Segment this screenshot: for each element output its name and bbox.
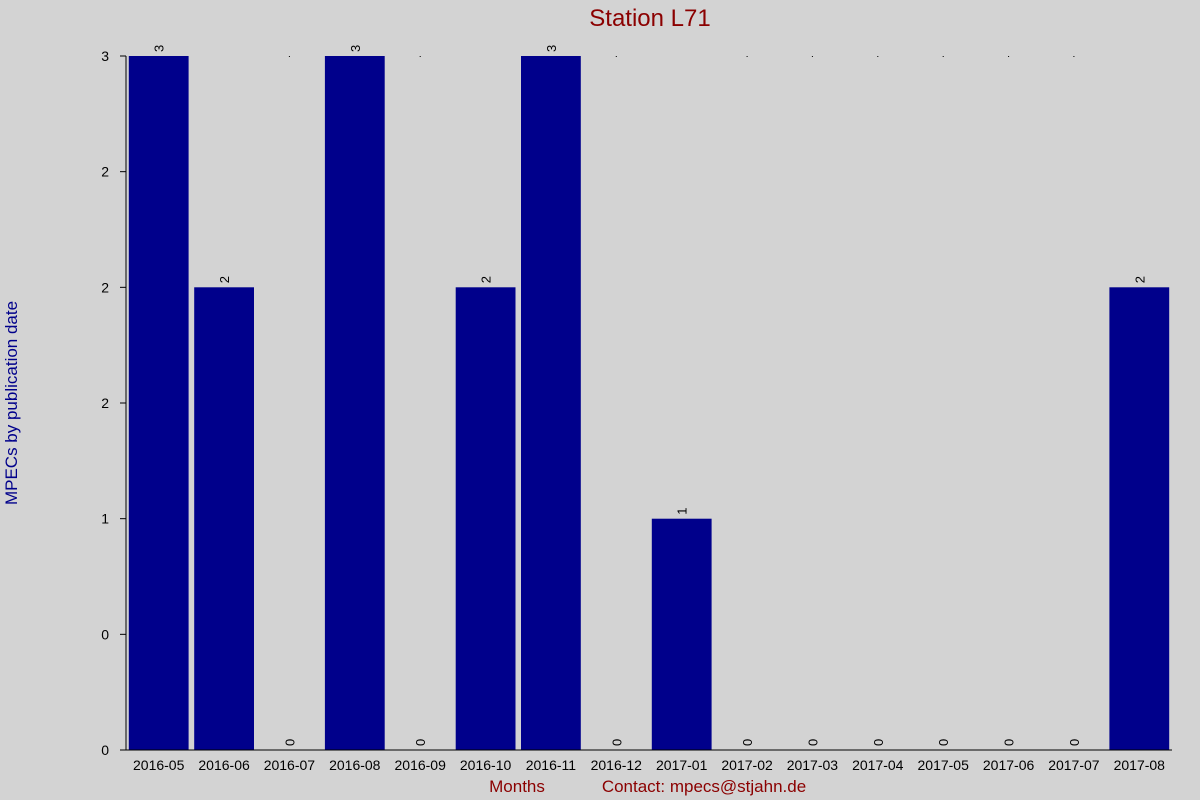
x-tick-label-2016-09: 2016-09 [395,757,447,773]
x-tick-label-2017-05: 2017-05 [918,757,970,773]
value-label-2016-05: 3 [152,45,167,52]
top-dot-2017-04 [877,56,879,57]
value-label-2016-07: 0 [282,739,297,746]
value-label-2016-10: 2 [479,276,494,283]
bar-2016-05 [128,56,189,750]
contact-text: Contact: mpecs@stjahn.de [602,777,806,796]
x-tick-label-2016-05: 2016-05 [133,757,185,773]
bar-2016-11 [521,56,581,750]
y-tick-label-1: 0 [101,626,109,642]
top-dot-2017-03 [811,56,813,57]
y-tick-label-4: 2 [101,279,109,295]
x-tick-label-2016-08: 2016-08 [329,757,381,773]
y-tick-label-3: 2 [101,395,109,411]
x-tick-label-2016-10: 2016-10 [460,757,512,773]
bar-2016-06 [194,287,254,750]
y-tick-label-0: 0 [101,742,109,758]
bars-group [128,56,1170,750]
x-tick-label-2016-11: 2016-11 [526,757,577,773]
x-tick-label-2017-06: 2017-06 [983,757,1035,773]
x-tick-label-2016-07: 2016-07 [264,757,316,773]
x-tick-label-2017-07: 2017-07 [1048,757,1100,773]
y-tick-label-2: 1 [101,511,109,527]
x-tick-label-2017-08: 2017-08 [1114,757,1166,773]
bar-2016-10 [455,287,516,750]
x-axis: 2016-05 2016-06 2016-07 2016-08 2016-09 2016-… [126,749,1172,773]
value-label-2016-12: 0 [609,739,624,746]
bar-2017-08 [1109,287,1170,750]
value-label-2017-04: 0 [871,739,886,746]
top-dots-group [288,56,1075,57]
value-label-2017-05: 0 [936,739,951,746]
x-tick-label-2017-03: 2017-03 [787,757,839,773]
value-label-2017-06: 0 [1002,739,1017,746]
y-axis: 0 0 1 2 2 2 3 [101,48,127,758]
value-label-2017-01: 1 [675,507,690,514]
top-dot-2017-06 [1008,56,1010,57]
value-label-2016-09: 0 [413,739,428,746]
x-tick-label-2016-06: 2016-06 [198,757,250,773]
y-tick-label-5: 2 [101,164,109,180]
bar-2017-01 [651,518,712,750]
value-label-2016-11: 3 [544,45,559,52]
y-tick-label-6: 3 [101,48,109,64]
top-dot-2017-02 [746,56,748,57]
value-label-2017-07: 0 [1067,739,1082,746]
top-dot-2016-12 [615,56,617,57]
x-tick-label-2016-12: 2016-12 [591,757,643,773]
value-label-2017-03: 0 [805,739,820,746]
y-axis-label: MPECs by publication date [2,301,21,505]
value-label-2016-06: 2 [217,276,232,283]
x-tick-label-2017-02: 2017-02 [721,757,773,773]
chart-title: Station L71 [589,5,710,32]
value-labels-group: 3 2 0 3 0 2 3 0 1 0 0 0 0 0 0 2 [152,45,1148,746]
top-dot-2017-05 [942,56,944,57]
top-dot-2017-07 [1073,56,1075,57]
top-dot-2016-07 [288,56,290,57]
value-label-2017-08: 2 [1132,276,1147,283]
x-tick-label-2017-01: 2017-01 [656,757,708,773]
value-label-2016-08: 3 [348,45,363,52]
value-label-2017-02: 0 [740,739,755,746]
top-dot-2016-09 [419,56,421,57]
bar-2016-08 [324,56,385,750]
x-axis-label: Months [489,777,545,796]
x-tick-label-2017-04: 2017-04 [852,757,904,773]
